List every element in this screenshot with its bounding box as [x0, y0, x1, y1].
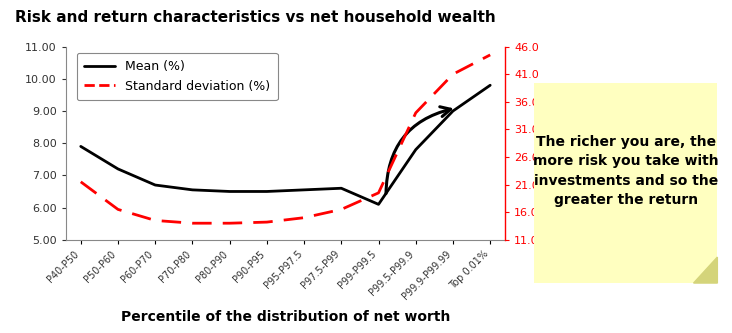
Mean (%): [374, 202, 383, 206]
Text: The richer you are, the
more risk you take with
investments and so the
greater t: The richer you are, the more risk you ta…: [533, 135, 719, 207]
Legend: Mean (%), Standard deviation (%): Mean (%), Standard deviation (%): [77, 53, 278, 100]
Mean (%): [449, 109, 458, 113]
Standard deviation (%): [374, 191, 383, 195]
Mean (%): [299, 188, 308, 192]
Mean (%): [263, 189, 272, 193]
Line: Mean (%): Mean (%): [81, 85, 490, 204]
Mean (%): [151, 183, 160, 187]
Mean (%): [188, 188, 197, 192]
Line: Standard deviation (%): Standard deviation (%): [81, 55, 490, 223]
Standard deviation (%): [449, 72, 458, 76]
Mean (%): [411, 148, 420, 152]
Text: Risk and return characteristics vs net household wealth: Risk and return characteristics vs net h…: [15, 10, 496, 25]
Mean (%): [113, 167, 122, 171]
Standard deviation (%): [225, 221, 234, 225]
Mean (%): [76, 145, 85, 149]
Mean (%): [337, 186, 346, 190]
Standard deviation (%): [411, 111, 420, 115]
Standard deviation (%): [151, 218, 160, 222]
Mean (%): [225, 189, 234, 193]
Standard deviation (%): [76, 180, 85, 184]
Polygon shape: [694, 257, 717, 283]
X-axis label: Percentile of the distribution of net worth: Percentile of the distribution of net wo…: [121, 310, 450, 324]
Standard deviation (%): [299, 216, 308, 220]
Standard deviation (%): [263, 220, 272, 224]
Standard deviation (%): [337, 207, 346, 211]
Standard deviation (%): [486, 53, 495, 57]
Standard deviation (%): [113, 207, 122, 211]
Mean (%): [486, 83, 495, 87]
Standard deviation (%): [188, 221, 197, 225]
